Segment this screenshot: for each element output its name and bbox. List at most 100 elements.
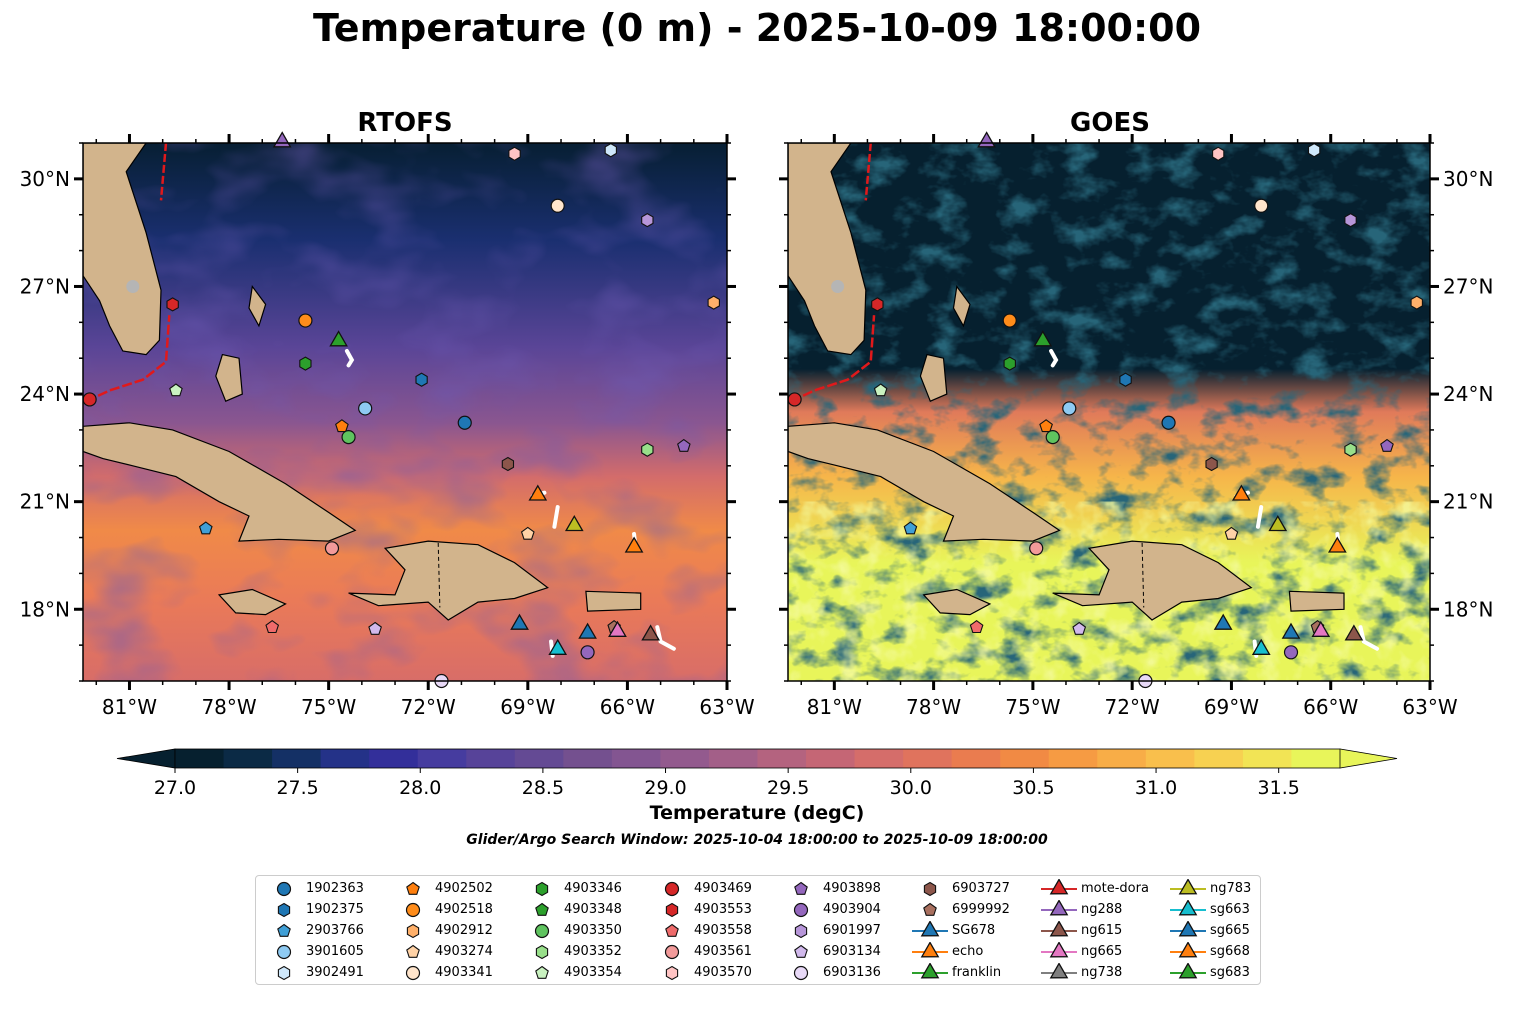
legend-symbol [276, 944, 292, 960]
y-tick-label: 18°N [20, 597, 70, 621]
legend-label: 4902518 [435, 902, 493, 917]
land-jamaica [922, 588, 992, 616]
marker-4903561 [324, 541, 340, 556]
marker-4902502 [1039, 419, 1053, 433]
land-abaco [248, 284, 267, 328]
colorbar-bin [369, 749, 419, 768]
y-tick-label: 27°N [1443, 274, 1493, 298]
legend-marker-sg663 [1178, 900, 1198, 916]
legend-label: 4903553 [694, 902, 752, 917]
haiti-dr-border [1141, 542, 1145, 608]
legend-symbol [665, 923, 679, 937]
x-tick-label: 66°W [600, 695, 655, 719]
legend-marker-4903904 [793, 902, 809, 918]
colorbar-bin [272, 749, 322, 768]
land-hispaniola [1052, 540, 1253, 621]
marker-4903274 [1224, 526, 1239, 540]
marker-franklin [329, 330, 348, 347]
legend-label: 3901605 [306, 944, 364, 959]
marker-ng288 [272, 131, 292, 148]
y-tick-label: 30°N [20, 167, 70, 191]
gulf-stream-contour [864, 143, 872, 201]
legend-symbol [923, 881, 937, 897]
colorbar-bin [660, 749, 710, 768]
marker-4903570 [1212, 146, 1225, 161]
colorbar-bin [708, 749, 758, 768]
marker-1902363 [457, 415, 472, 430]
x-tick-label: 75°W [301, 695, 356, 719]
marker-3902491 [604, 143, 617, 158]
land-cuba [788, 422, 1061, 542]
colorbar-tick-label: 27.0 [154, 777, 196, 799]
legend-symbol [912, 921, 948, 937]
legend-label: 3902491 [306, 965, 364, 980]
legend-symbol [1041, 900, 1077, 916]
marker-4903274 [520, 526, 535, 540]
marker-4903904 [580, 645, 595, 660]
colorbar-bin [320, 749, 370, 768]
marker-1902375 [415, 372, 428, 387]
legend-marker-3901605 [276, 944, 292, 960]
marker-sg665 [1281, 622, 1301, 639]
legend-symbol [277, 902, 291, 918]
land-puertorico [585, 590, 642, 612]
legend-symbol [1041, 963, 1077, 979]
colorbar-bin [466, 749, 516, 768]
legend-label: 6999992 [952, 902, 1010, 917]
legend-label: ng738 [1081, 965, 1123, 980]
glider-track [552, 505, 560, 529]
marker-4902912 [707, 295, 720, 310]
legend-label: 6903134 [823, 944, 881, 959]
marker-6903134 [368, 621, 382, 635]
legend-symbol [1170, 942, 1206, 958]
colorbar-bin [611, 749, 661, 768]
colorbar-bin [1145, 749, 1195, 768]
marker-4903469 [82, 392, 97, 407]
y-tick-label: 18°N [1443, 597, 1493, 621]
legend-symbol [535, 881, 549, 897]
marker-4903352 [1344, 442, 1357, 457]
legend-label: 4903341 [435, 965, 493, 980]
colorbar-tick-label: 28.5 [522, 777, 564, 799]
legend-label: 6901997 [823, 923, 881, 938]
marker-4903341 [1254, 198, 1269, 213]
colorbar-bin [1097, 749, 1147, 768]
x-tick-label: 75°W [1005, 695, 1060, 719]
legend-marker-2903766 [277, 923, 291, 937]
legend-marker-4903350 [534, 923, 550, 939]
legend-symbol [405, 965, 421, 981]
marker-sg663 [1251, 638, 1271, 655]
legend-marker-4903553 [665, 902, 679, 918]
legend-marker-ng738 [1049, 963, 1069, 979]
marker-4902502 [335, 419, 349, 433]
legend-marker-6903136 [793, 965, 809, 981]
loop-current-contour [85, 315, 171, 403]
colorbar-bin [223, 749, 273, 768]
colorbar-bin [1048, 749, 1098, 768]
legend-label: 4903354 [564, 965, 622, 980]
float-marker-grey [831, 279, 845, 293]
marker-sg665 [578, 622, 597, 639]
legend-marker-franklin [920, 963, 940, 979]
x-tick-label: 63°W [699, 695, 754, 719]
x-tick-label: 69°W [1204, 695, 1259, 719]
y-tick-label: 21°N [1443, 490, 1493, 514]
marker-4903570 [508, 146, 521, 161]
legend-symbol [1041, 942, 1077, 958]
legend-marker-ng615 [1049, 921, 1069, 937]
legend-symbol [794, 923, 808, 939]
marker-4903346 [299, 356, 312, 371]
legend-label: sg683 [1210, 965, 1250, 980]
legend-marker-4903354 [535, 965, 549, 979]
marker-4903346 [1003, 356, 1016, 371]
x-tick-label: 78°W [906, 695, 961, 719]
legend-symbol [793, 902, 809, 918]
legend-label: ng288 [1081, 902, 1123, 917]
colorbar-bin [806, 749, 856, 768]
marker-4903354 [169, 383, 183, 397]
legend-marker-4903348 [535, 902, 549, 916]
legend-marker-4902518 [405, 902, 421, 918]
marker-4903904 [1283, 645, 1299, 660]
panel-title-goes: GOES [1070, 108, 1150, 138]
y-tick-label: 30°N [1443, 167, 1493, 191]
